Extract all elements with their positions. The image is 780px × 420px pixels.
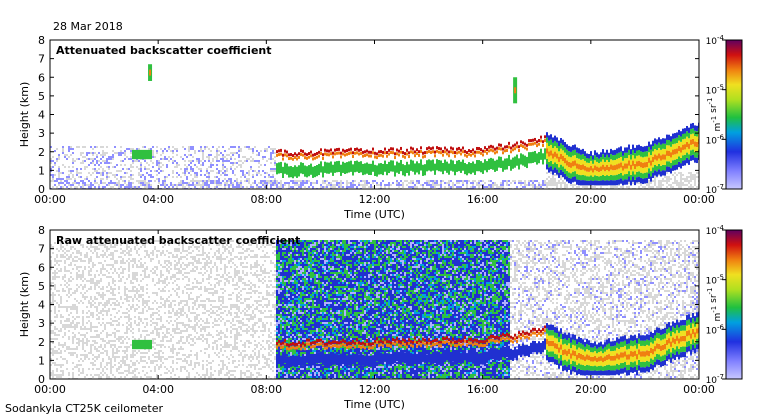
- colorbar: [725, 229, 743, 380]
- y-axis-title: Height (km): [18, 82, 31, 148]
- y-tick-label: 8: [38, 34, 45, 47]
- x-axis-title: Time (UTC): [343, 398, 405, 411]
- y-tick-label: 3: [38, 317, 45, 330]
- colorbar-unit: m-1 sr-1: [706, 288, 723, 322]
- y-tick-label: 4: [38, 299, 45, 312]
- y-tick-label: 2: [38, 146, 45, 159]
- date-label: 28 Mar 2018: [53, 20, 123, 33]
- x-tick-label: 12:00: [359, 383, 391, 396]
- x-tick-label: 20:00: [575, 193, 607, 206]
- heatmap-data: [50, 64, 699, 189]
- y-tick-label: 6: [38, 261, 45, 274]
- y-tick-label: 7: [38, 53, 45, 66]
- y-tick-label: 1: [38, 164, 45, 177]
- panel-title: Attenuated backscatter coefficient: [56, 44, 272, 57]
- colorbar-tick-label: 10-7: [706, 183, 724, 196]
- chart-panel-2: 00:00 04:00 08:00 12:00 16:00 20:00 00:0001234…: [18, 224, 743, 411]
- x-tick-label: 00:00: [683, 193, 715, 206]
- x-tick-label: 12:00: [359, 193, 391, 206]
- y-tick-label: 0: [38, 183, 45, 196]
- y-axis-title: Height (km): [18, 272, 31, 338]
- y-tick-label: 3: [38, 127, 45, 140]
- y-tick-label: 8: [38, 224, 45, 237]
- colorbar-tick-label: 10-5: [706, 84, 724, 97]
- y-tick-label: 0: [38, 373, 45, 386]
- panel-title: Raw attenuated backscatter coefficient: [56, 234, 300, 247]
- x-tick-label: 16:00: [467, 193, 499, 206]
- chart-panel-1: 00:00 04:00 08:00 12:00 16:00 20:00 00:0001234…: [18, 34, 743, 221]
- y-tick-label: 1: [38, 354, 45, 367]
- x-axis-title: Time (UTC): [343, 208, 405, 221]
- y-tick-label: 7: [38, 243, 45, 256]
- colorbar-tick-label: 10-4: [706, 34, 725, 47]
- x-tick-label: 04:00: [142, 383, 174, 396]
- x-tick-label: 00:00: [34, 383, 66, 396]
- colorbar-tick-label: 10-5: [706, 274, 724, 287]
- x-tick-label: 16:00: [467, 383, 499, 396]
- x-tick-label: 00:00: [34, 193, 66, 206]
- y-tick-label: 6: [38, 71, 45, 84]
- x-tick-label: 04:00: [142, 193, 174, 206]
- colorbar-unit: m-1 sr-1: [706, 98, 723, 132]
- colorbar-tick-label: 10-7: [706, 373, 724, 386]
- colorbar-tick-label: 10-4: [706, 224, 725, 237]
- y-tick-label: 5: [38, 90, 45, 103]
- colorbar-tick-label: 10-6: [706, 133, 725, 146]
- x-tick-label: 00:00: [683, 383, 715, 396]
- y-tick-label: 4: [38, 109, 45, 122]
- instrument-label: Sodankyla CT25K ceilometer: [5, 402, 164, 415]
- x-tick-label: 20:00: [575, 383, 607, 396]
- y-tick-label: 2: [38, 336, 45, 349]
- x-tick-label: 08:00: [250, 383, 282, 396]
- colorbar-tick-label: 10-6: [706, 323, 725, 336]
- y-tick-label: 5: [38, 280, 45, 293]
- colorbar: [725, 39, 743, 190]
- heatmap-data: [50, 240, 699, 379]
- x-tick-label: 08:00: [250, 193, 282, 206]
